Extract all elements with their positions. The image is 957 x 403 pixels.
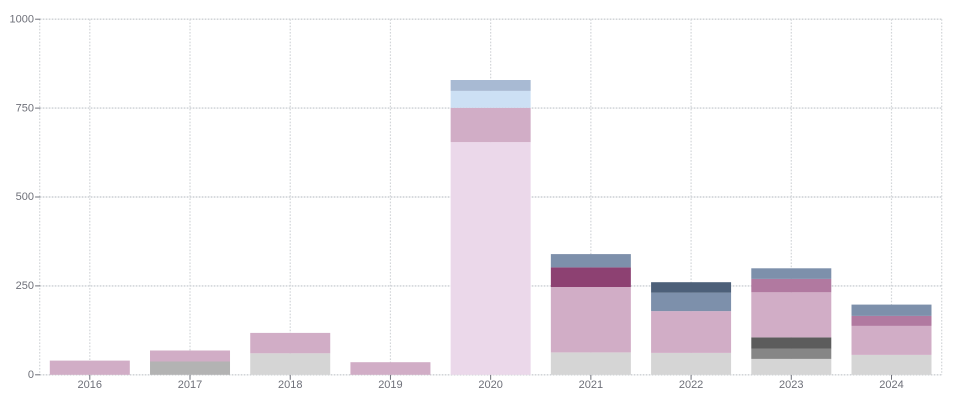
svg-text:2017: 2017 xyxy=(178,379,202,391)
svg-text:2024: 2024 xyxy=(879,379,903,391)
svg-text:2022: 2022 xyxy=(679,379,703,391)
svg-text:2023: 2023 xyxy=(779,379,803,391)
svg-text:1000: 1000 xyxy=(10,13,34,25)
svg-text:2016: 2016 xyxy=(78,379,102,391)
svg-text:750: 750 xyxy=(16,102,34,114)
svg-text:500: 500 xyxy=(16,191,34,203)
svg-text:250: 250 xyxy=(16,280,34,292)
svg-text:2021: 2021 xyxy=(579,379,603,391)
svg-text:0: 0 xyxy=(28,369,34,381)
svg-text:2019: 2019 xyxy=(378,379,402,391)
svg-text:2018: 2018 xyxy=(278,379,302,391)
svg-text:2020: 2020 xyxy=(478,379,502,391)
